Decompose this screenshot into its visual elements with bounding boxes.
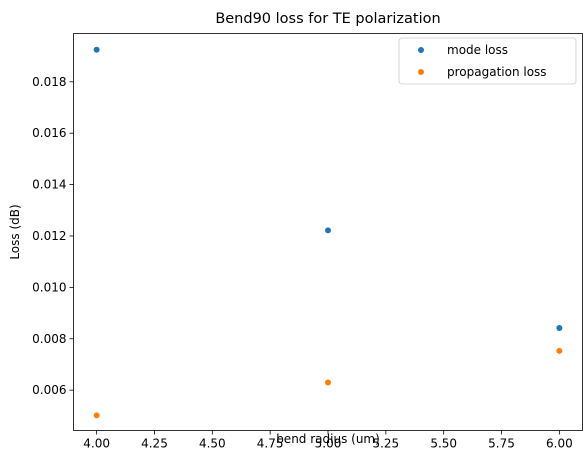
legend-marker [418, 47, 424, 53]
legend-box [398, 37, 577, 85]
y-tick-label: 0.014 [32, 178, 66, 192]
y-tick-label: 0.010 [32, 280, 66, 294]
point-mode-loss [556, 324, 563, 331]
point-propagation-loss [325, 379, 331, 386]
y-tick-label: 0.018 [32, 75, 66, 89]
plot-frame [73, 33, 583, 431]
y-tick-label: 0.012 [32, 229, 66, 243]
legend-marker [418, 69, 424, 75]
legend-label: mode loss [447, 43, 508, 57]
x-axis-label: bend radius (um) [276, 432, 380, 446]
y-axis-label: Loss (dB) [8, 204, 22, 259]
x-tick-label: 4.75 [257, 437, 284, 451]
x-tick-label: 5.75 [488, 437, 515, 451]
point-propagation-loss [556, 347, 563, 354]
legend-label: propagation loss [447, 65, 547, 79]
point-propagation-loss [93, 412, 100, 419]
x-tick-label: 4.25 [141, 437, 168, 451]
x-tick-label: 5.00 [315, 437, 342, 451]
x-tick-label: 4.50 [199, 437, 226, 451]
x-tick-label: 6.00 [546, 437, 573, 451]
data-points [93, 46, 563, 419]
y-tick-label: 0.008 [32, 332, 66, 346]
x-tick-label: 4.00 [83, 437, 110, 451]
x-tick-label: 5.25 [372, 437, 399, 451]
y-axis-ticks: 0.006 0.008 0.010 0.012 0.014 0.016 0.018 [32, 75, 74, 397]
x-tick-label: 5.50 [430, 437, 457, 451]
chart-title: Bend90 loss for TE polarization [215, 11, 440, 27]
legend: mode loss propagation loss [398, 37, 577, 85]
point-mode-loss [325, 227, 331, 234]
y-tick-label: 0.006 [32, 383, 66, 397]
y-tick-label: 0.016 [32, 126, 66, 140]
point-mode-loss [93, 46, 100, 53]
x-axis-ticks: 4.00 4.25 4.50 4.75 5.00 5.25 5.50 5.75 6.00 [83, 430, 573, 451]
